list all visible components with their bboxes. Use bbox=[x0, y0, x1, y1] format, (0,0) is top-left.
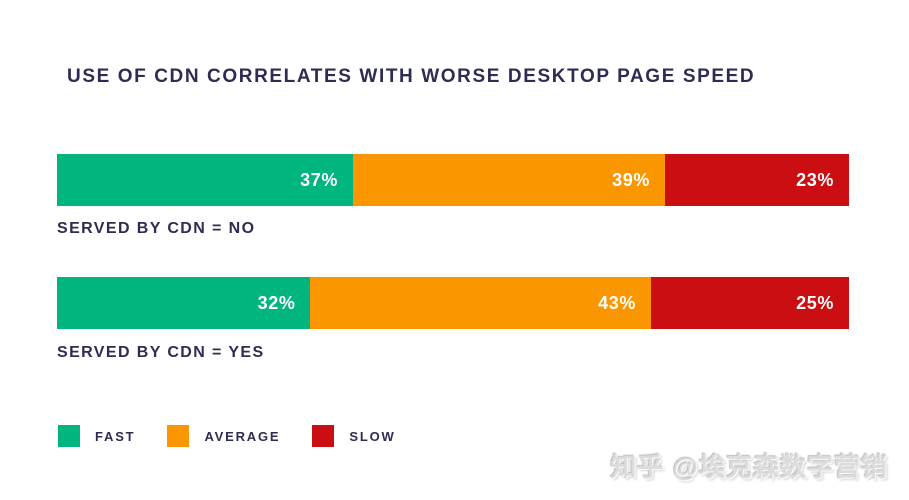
bar-segment-average: 43% bbox=[310, 277, 651, 329]
legend-item-fast: FAST bbox=[58, 425, 135, 447]
segment-value-label: 39% bbox=[612, 169, 650, 190]
legend-label-fast: FAST bbox=[95, 428, 136, 444]
stacked-bar-cdn-yes: 32% 43% 25% bbox=[57, 277, 849, 329]
bar-category-label-cdn-no: SERVED BY CDN = NO bbox=[57, 220, 256, 237]
segment-value-label: 37% bbox=[300, 169, 338, 190]
bar-category-label-cdn-yes: SERVED BY CDN = YES bbox=[57, 344, 265, 361]
legend-swatch-fast bbox=[58, 425, 80, 447]
segment-value-label: 32% bbox=[257, 292, 296, 313]
legend-item-slow: SLOW bbox=[312, 425, 395, 447]
legend-swatch-average bbox=[167, 425, 190, 447]
bar-segment-average: 39% bbox=[353, 154, 665, 206]
stacked-bar-cdn-no: 37% 39% 23% bbox=[57, 154, 849, 206]
segment-value-label: 43% bbox=[598, 292, 636, 313]
bar-segment-fast: 37% bbox=[57, 154, 353, 206]
bar-segment-slow: 25% bbox=[651, 277, 849, 329]
legend-label-average: AVERAGE bbox=[204, 428, 281, 444]
segment-value-label: 25% bbox=[796, 292, 834, 313]
legend-label-slow: SLOW bbox=[349, 428, 396, 444]
legend: FAST AVERAGE SLOW bbox=[58, 425, 396, 447]
bar-segment-slow: 23% bbox=[665, 154, 849, 206]
legend-swatch-slow bbox=[312, 425, 335, 447]
segment-value-label: 23% bbox=[796, 169, 834, 190]
watermark: 知乎 @埃克森数字营销 bbox=[610, 452, 888, 482]
legend-item-average: AVERAGE bbox=[167, 425, 280, 447]
bar-segment-fast: 32% bbox=[57, 277, 311, 329]
chart-title: USE OF CDN CORRELATES WITH WORSE DESKTOP… bbox=[67, 66, 756, 87]
